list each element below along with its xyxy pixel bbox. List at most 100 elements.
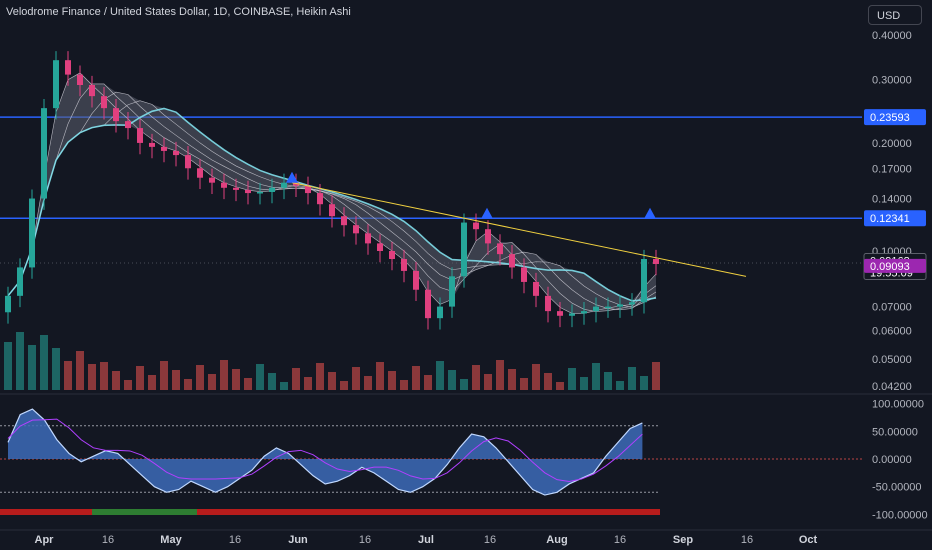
volume-bar bbox=[184, 379, 192, 390]
candle-body bbox=[329, 204, 335, 217]
candle-body bbox=[5, 295, 11, 313]
candles bbox=[5, 51, 659, 330]
volume-bar bbox=[148, 375, 156, 390]
volume-bar bbox=[532, 364, 540, 390]
candle-body bbox=[593, 306, 599, 312]
candle-body bbox=[221, 182, 227, 188]
volume-bar bbox=[400, 380, 408, 390]
candle-body bbox=[497, 243, 503, 255]
candle-body bbox=[209, 177, 215, 183]
volume-bar bbox=[124, 380, 132, 390]
volume-bar bbox=[112, 371, 120, 390]
volume-bar bbox=[580, 377, 588, 390]
candle-body bbox=[401, 258, 407, 271]
candle-body bbox=[377, 243, 383, 251]
volume-bar bbox=[388, 371, 396, 390]
time-tick-label: Jul bbox=[418, 534, 434, 546]
candle-body bbox=[269, 187, 275, 192]
time-axis: Apr 16 May 16 Jun 16 Jul 16 Aug 16 Sep 16 Oct bbox=[35, 534, 818, 546]
candle-body bbox=[449, 276, 455, 307]
candle-body bbox=[629, 302, 635, 305]
oscillator-wave-line bbox=[7, 408, 643, 496]
volume-bar bbox=[280, 382, 288, 390]
volume-bar bbox=[448, 370, 456, 390]
volume-bar bbox=[424, 375, 432, 390]
volume-bar bbox=[292, 368, 300, 390]
candle-body bbox=[413, 270, 419, 290]
trendline-line bbox=[291, 182, 747, 277]
candle-body bbox=[533, 281, 539, 296]
time-tick-label: May bbox=[160, 534, 182, 546]
price-tick-label: 0.07000 bbox=[872, 302, 912, 314]
volume-bar bbox=[652, 362, 660, 390]
volume-bars bbox=[4, 332, 660, 390]
time-tick-label: 16 bbox=[741, 534, 753, 546]
signal-triangle bbox=[481, 207, 493, 219]
price-tick-label: 0.17000 bbox=[872, 163, 912, 175]
volume-bar bbox=[40, 335, 48, 390]
volume-bar bbox=[220, 360, 228, 390]
volume-bar bbox=[472, 365, 480, 390]
volume-bar bbox=[232, 369, 240, 390]
level-tag-label: 0.23593 bbox=[870, 112, 910, 124]
candle-body bbox=[29, 198, 35, 268]
oscillator-tick-label: 0.00000 bbox=[872, 454, 912, 466]
candle-body bbox=[581, 311, 587, 314]
candle-body bbox=[149, 142, 155, 147]
time-tick-label: 16 bbox=[359, 534, 371, 546]
candle-body bbox=[557, 311, 563, 316]
candle-body bbox=[41, 108, 47, 199]
grid bbox=[0, 262, 932, 531]
candle-body bbox=[641, 258, 647, 303]
volume-bar bbox=[52, 348, 60, 390]
candle-body bbox=[545, 295, 551, 312]
price-tag-box bbox=[864, 258, 926, 273]
volume-bar bbox=[88, 364, 96, 390]
oscillator-pane bbox=[0, 408, 862, 515]
volume-bar bbox=[640, 376, 648, 390]
candle-body bbox=[341, 216, 347, 226]
time-tick-label: 16 bbox=[102, 534, 114, 546]
volume-bar bbox=[496, 360, 504, 390]
volume-bar bbox=[28, 345, 36, 390]
candle-body bbox=[233, 187, 239, 190]
volume-bar bbox=[76, 351, 84, 390]
candle-body bbox=[293, 182, 299, 186]
oscillator-tick-label: 100.00000 bbox=[872, 399, 924, 411]
time-tick-label: Oct bbox=[799, 534, 818, 546]
volume-bar bbox=[436, 361, 444, 390]
oscillator-wave-area bbox=[8, 409, 643, 496]
signal-triangle bbox=[644, 207, 656, 219]
ribbon-fill bbox=[8, 72, 656, 314]
candle-body bbox=[617, 304, 623, 307]
price-tick-label: 0.14000 bbox=[872, 194, 912, 206]
candle-body bbox=[317, 193, 323, 205]
volume-bar bbox=[256, 364, 264, 390]
volume-bar bbox=[364, 376, 372, 390]
volume-bar bbox=[316, 363, 324, 390]
price-tick-label: 0.40000 bbox=[872, 30, 912, 42]
currency-selector[interactable]: USD bbox=[868, 5, 922, 25]
volume-bar bbox=[304, 377, 312, 390]
volume-bar bbox=[352, 367, 360, 390]
price-tag: 0.09093 bbox=[864, 258, 926, 273]
candle-body bbox=[77, 74, 83, 85]
candle-body bbox=[365, 233, 371, 244]
time-tick-label: 16 bbox=[614, 534, 626, 546]
level-tag-box bbox=[864, 109, 926, 126]
candle-body bbox=[437, 306, 443, 319]
oscillator-signal-line bbox=[7, 418, 643, 483]
time-tick-label: Sep bbox=[673, 534, 693, 546]
candle-body bbox=[473, 222, 479, 230]
price-tick-label: 0.30000 bbox=[872, 75, 912, 87]
candle-body bbox=[509, 254, 515, 268]
time-tick-label: Jun bbox=[288, 534, 308, 546]
price-tag-label: 0.09093 bbox=[870, 261, 910, 273]
price-tick-label: 0.05000 bbox=[872, 354, 912, 366]
signal-triangle bbox=[286, 171, 298, 183]
candle-body bbox=[305, 185, 311, 194]
volume-bar bbox=[340, 381, 348, 390]
time-tick-label: Apr bbox=[35, 534, 55, 546]
